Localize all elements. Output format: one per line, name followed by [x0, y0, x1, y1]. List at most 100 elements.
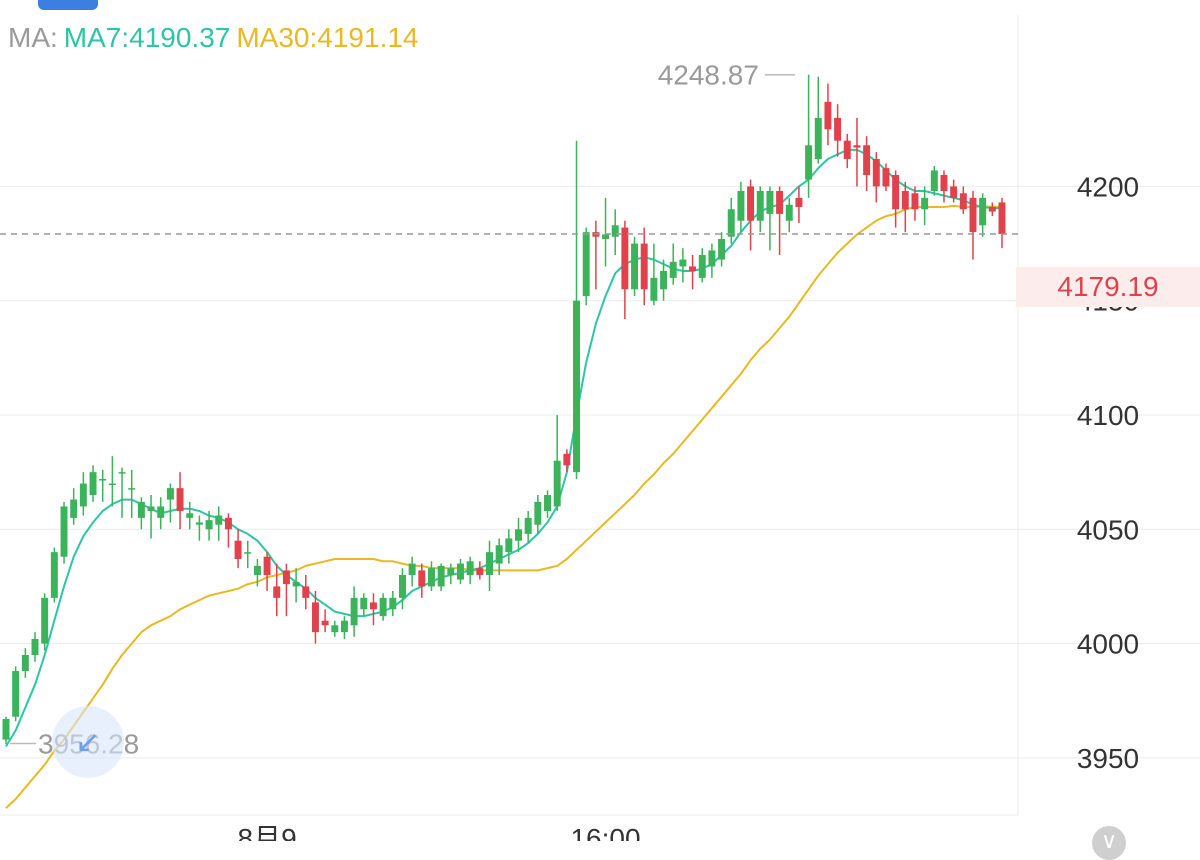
candle	[2, 716, 10, 745]
zoom-button[interactable]: ↙	[52, 706, 124, 778]
candle	[176, 472, 184, 530]
candle	[988, 202, 996, 217]
candle-body	[166, 488, 174, 500]
candle	[698, 248, 706, 283]
candle	[263, 552, 271, 591]
candle	[408, 556, 416, 587]
high-price-label: 4248.87	[658, 60, 759, 91]
candle	[186, 501, 194, 530]
candle	[911, 186, 919, 221]
ma7-line	[5, 148, 1003, 747]
candle	[340, 616, 348, 639]
candle	[476, 561, 484, 580]
candle-body	[427, 568, 435, 587]
candle	[505, 529, 513, 564]
candle-body	[302, 586, 310, 598]
candle-body	[679, 259, 687, 267]
candle-body	[244, 552, 252, 554]
candle-body	[640, 243, 648, 290]
top-tab-indicator[interactable]	[38, 0, 98, 10]
x-tick-label: 16:00	[570, 823, 640, 841]
candle-body	[282, 570, 290, 585]
x-axis-ticks: 8月9 16:00	[238, 823, 641, 841]
candle-body	[311, 602, 319, 633]
ma-legend-prefix: MA:	[8, 22, 58, 53]
candle	[350, 586, 358, 637]
candle	[311, 591, 319, 644]
candle	[718, 232, 726, 267]
candle	[31, 632, 39, 662]
candle-body	[31, 639, 39, 655]
candle	[118, 467, 126, 518]
candle	[621, 220, 629, 319]
candle-body	[824, 101, 832, 130]
annotations: 4248.87 3956.28	[10, 60, 795, 760]
candle-body	[186, 513, 194, 518]
candle-body	[631, 243, 639, 290]
candle-body	[195, 522, 203, 525]
candle-body	[998, 202, 1006, 234]
candle-body	[437, 565, 445, 587]
candle	[244, 540, 252, 569]
candle-body	[901, 191, 909, 210]
candle	[998, 197, 1006, 249]
candle	[437, 563, 445, 591]
current-price-tag: 4179.19	[1016, 267, 1200, 307]
candle-body	[689, 266, 697, 271]
candle	[930, 165, 938, 196]
candle-body	[892, 175, 900, 210]
candle-body	[118, 472, 126, 474]
candle	[99, 469, 107, 502]
candle	[302, 575, 310, 610]
candle	[147, 495, 155, 539]
candle-body	[979, 197, 987, 226]
candle-body	[398, 575, 406, 598]
candle-body	[544, 495, 551, 511]
candle-body	[573, 300, 581, 473]
candle	[21, 648, 29, 678]
candle	[824, 83, 832, 146]
candle	[708, 243, 716, 278]
candle	[418, 563, 426, 598]
candle	[70, 488, 78, 525]
candle	[921, 186, 929, 226]
candle	[843, 133, 851, 169]
candle-body	[698, 255, 706, 278]
candle	[553, 415, 561, 511]
corner-control-button[interactable]: ∨	[1092, 826, 1126, 860]
y-tick-label: 3950	[1077, 743, 1139, 774]
y-tick-label: 4000	[1077, 629, 1139, 660]
candle-body	[959, 193, 967, 210]
candle	[979, 193, 987, 237]
candle	[398, 568, 406, 610]
candle	[534, 495, 542, 534]
candle-body	[814, 117, 822, 159]
candle	[157, 497, 165, 530]
candle	[669, 243, 677, 285]
candle-body	[534, 501, 542, 525]
candle-body	[21, 655, 29, 671]
candle	[224, 513, 232, 548]
candle	[582, 227, 590, 306]
candle	[321, 609, 329, 633]
candle	[544, 490, 551, 518]
candle-body	[795, 197, 803, 207]
candle	[331, 620, 339, 637]
candle-body	[708, 250, 716, 267]
candle	[524, 511, 532, 543]
candle-body	[50, 552, 58, 598]
candle-body	[128, 488, 136, 490]
candle	[79, 472, 87, 516]
candle-body	[137, 501, 145, 518]
candle	[12, 666, 20, 722]
candle	[253, 559, 261, 587]
candle-body	[263, 556, 271, 575]
candle	[660, 259, 668, 301]
ma30-line	[5, 204, 1003, 809]
candle-body	[766, 191, 774, 214]
x-tick-label: 8月9	[238, 823, 297, 841]
candle-body	[660, 271, 668, 290]
candle	[195, 515, 203, 541]
candle	[128, 469, 136, 518]
